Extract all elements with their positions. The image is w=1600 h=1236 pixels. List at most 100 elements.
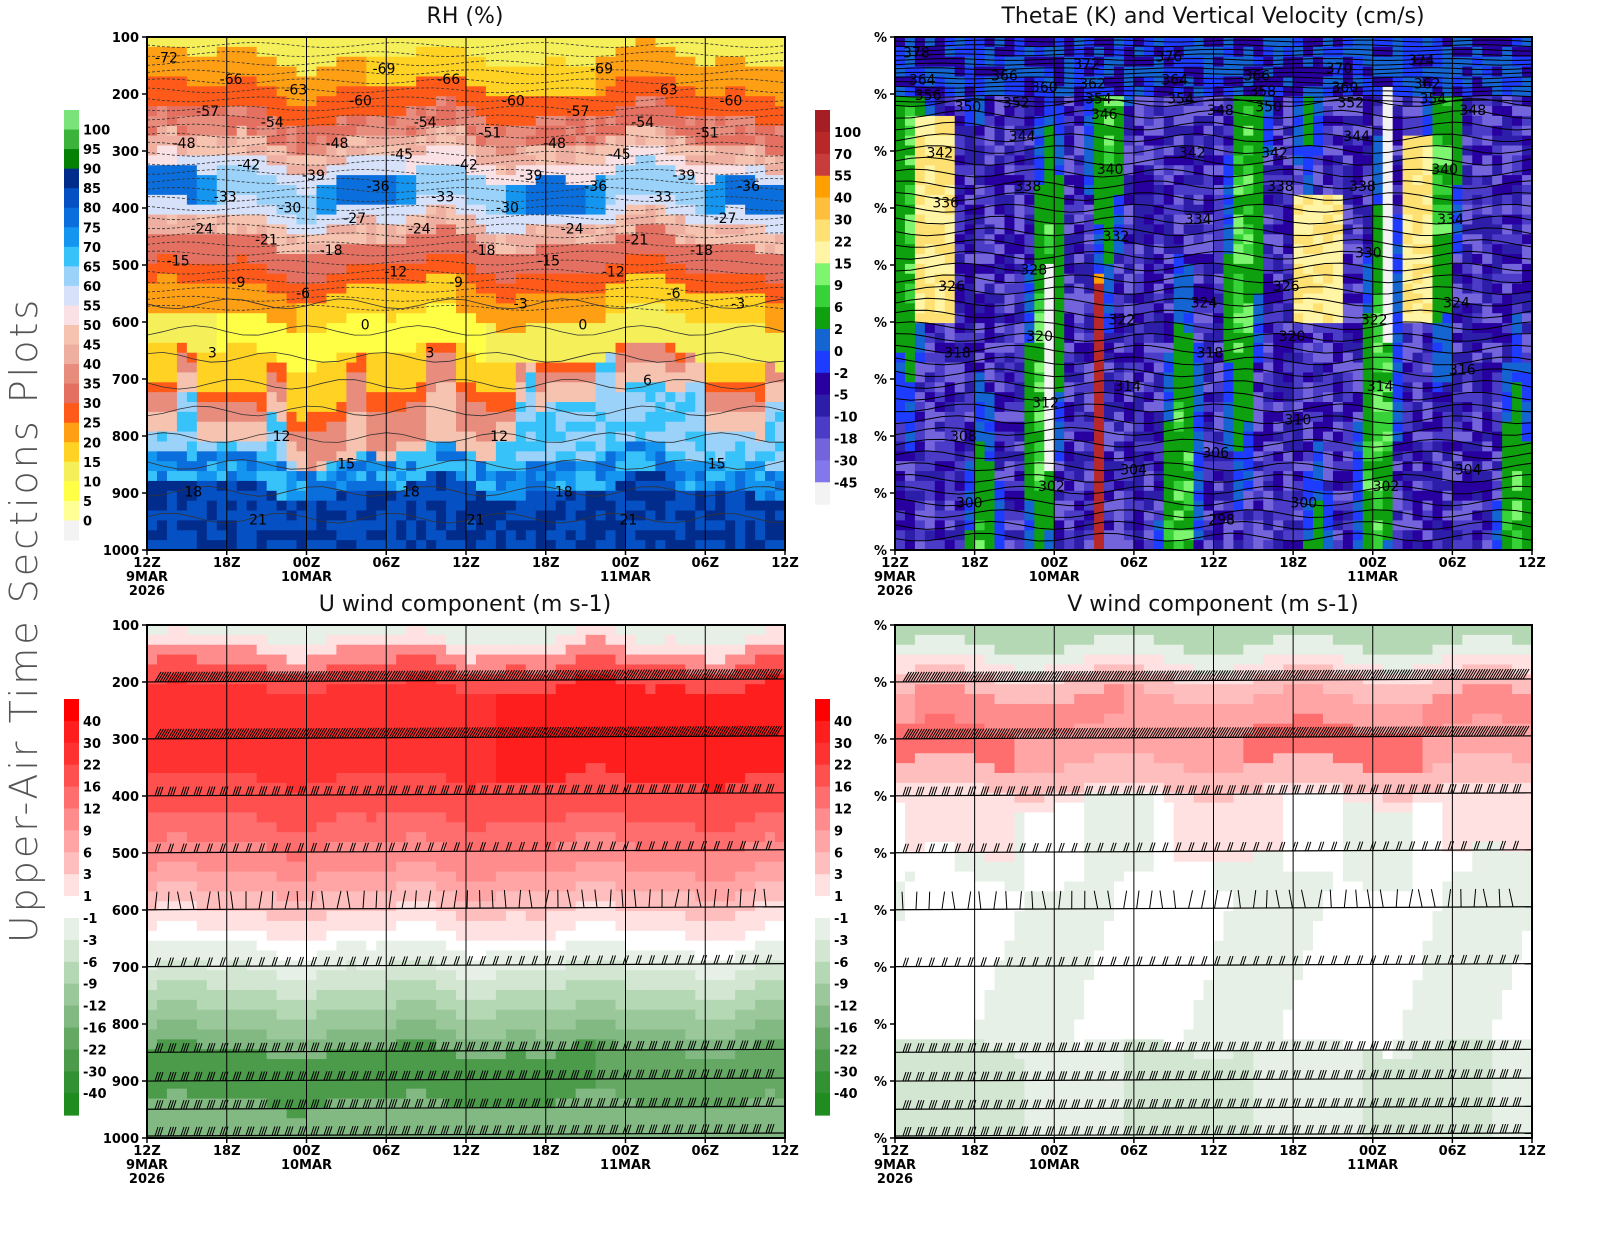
rh-field-cell	[735, 293, 746, 304]
rh-field-cell	[535, 451, 547, 462]
rh-field-cell	[745, 293, 756, 304]
rh-field-cell	[326, 540, 338, 551]
rh-field-cell	[426, 194, 437, 206]
rh-field-cell	[336, 175, 347, 186]
rh-field-cell	[216, 244, 228, 255]
rh-field-cell	[196, 480, 208, 492]
rh-field-cell	[346, 480, 357, 492]
rh-field-cell	[605, 175, 617, 186]
rh-field-cell	[446, 323, 457, 334]
rh-field-cell	[276, 263, 288, 275]
rh-field-cell	[545, 540, 557, 551]
rh-field-cell	[176, 451, 188, 462]
rh-field-cell	[286, 214, 298, 226]
rh-field-cell	[436, 352, 447, 364]
rh-field-cell	[645, 362, 657, 374]
thetae-field-cell	[1303, 46, 1314, 58]
thetae-field-cell	[914, 165, 926, 176]
rh-field-cell	[246, 313, 258, 324]
rh-field-cell	[226, 263, 238, 275]
rh-field-cell	[765, 392, 776, 403]
rh-field-cell	[685, 56, 696, 68]
rh-field-cell	[545, 96, 557, 107]
thetae-field-cell	[1402, 184, 1414, 196]
rh-field-cell	[595, 165, 607, 176]
thetae-field-cell	[984, 263, 996, 275]
rh-field-cell	[226, 76, 238, 87]
rh-field-cell	[745, 194, 756, 206]
rh-field-cell	[495, 362, 507, 374]
thetae-field-cell	[1064, 224, 1075, 235]
thetae-field-cell	[1352, 145, 1364, 156]
rh-field-cell	[276, 175, 288, 186]
rh-field-cell	[605, 155, 617, 166]
x-tick-label: 06Z	[691, 556, 719, 571]
rh-field-cell	[585, 165, 597, 176]
rh-field-cell	[326, 283, 338, 295]
rh-field-cell	[296, 313, 308, 324]
rh-field-cell	[655, 352, 666, 364]
rh-field-cell	[775, 471, 786, 482]
rh-field-cell	[755, 382, 766, 393]
thetae-field-cell	[984, 204, 996, 216]
rh-field-cell	[456, 155, 467, 166]
rh-field-cell	[755, 500, 766, 512]
rh-field-cell	[605, 402, 617, 413]
rh-field-cell	[635, 194, 647, 206]
rh-field-cell	[336, 392, 347, 403]
rh-field-cell	[236, 293, 248, 304]
rh-field-cell	[725, 451, 736, 462]
rh-field-cell	[615, 214, 627, 226]
thetae-field-cell	[1113, 244, 1125, 255]
thetae-field-cell	[1492, 244, 1503, 255]
rh-field-cell	[545, 224, 557, 235]
thetae-field-cell	[1054, 254, 1065, 265]
rh-field-cell	[326, 490, 338, 502]
rh-field-cell	[336, 254, 347, 265]
thetae-field-cell	[1263, 145, 1274, 156]
rh-field-cell	[755, 520, 766, 531]
rh-field-cell	[715, 155, 726, 166]
rh-field-cell	[156, 530, 168, 541]
thetae-field-cell	[895, 135, 906, 147]
thetae-field-cell	[1492, 184, 1503, 196]
rh-field-cell	[705, 66, 716, 78]
rh-field-cell	[366, 352, 377, 364]
thetae-field-cell	[1313, 254, 1324, 265]
rh-field-cell	[585, 106, 597, 117]
rh-field-cell	[555, 332, 567, 344]
rh-field-cell	[755, 115, 766, 127]
thetae-field-cell	[914, 66, 926, 78]
thetae-field-cell	[1223, 254, 1234, 265]
rh-field-cell	[196, 431, 208, 443]
rh-field-cell	[575, 490, 587, 502]
rh-field-cell	[176, 66, 188, 78]
rh-field-cell	[456, 66, 467, 78]
rh-field-cell	[725, 530, 736, 541]
rh-field-cell	[575, 352, 587, 364]
thetae-field-cell	[1293, 155, 1304, 166]
thetae-field-cell	[1512, 145, 1523, 156]
rh-field-cell	[525, 332, 537, 344]
rh-field-cell	[286, 175, 298, 186]
rh-field-cell	[336, 490, 347, 502]
thetae-field-cell	[924, 125, 936, 137]
thetae-field-cell	[1412, 204, 1424, 216]
rh-field-cell	[246, 421, 258, 433]
rh-field-cell	[625, 372, 637, 383]
thetae-field-cell	[895, 214, 906, 226]
rh-field-cell	[316, 204, 328, 216]
thetae-field-cell	[974, 46, 986, 58]
rh-field-cell	[446, 461, 457, 472]
rh-field-cell	[635, 490, 647, 502]
thetae-field-cell	[954, 115, 966, 127]
rh-field-cell	[226, 411, 238, 423]
rh-field-cell	[665, 106, 676, 117]
rh-field-cell	[196, 352, 208, 364]
thetae-field-cell	[934, 106, 946, 117]
rh-field-cell	[356, 332, 367, 344]
rh-field-cell	[147, 145, 158, 156]
rh-field-cell	[326, 303, 338, 314]
thetae-field-cell	[1452, 86, 1463, 97]
